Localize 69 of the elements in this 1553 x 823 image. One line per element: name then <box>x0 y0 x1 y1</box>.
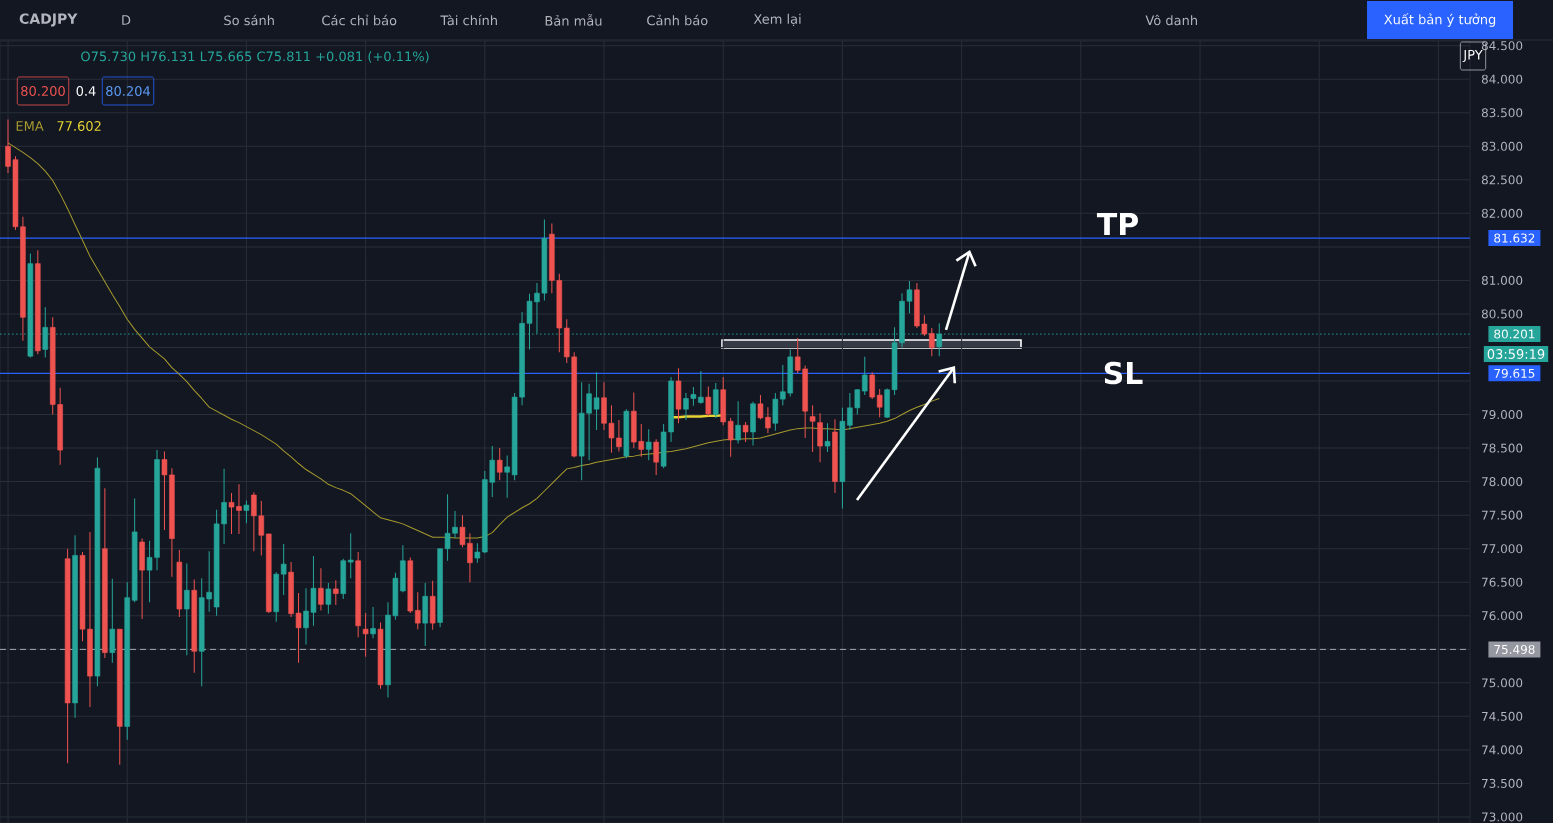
candlestick <box>705 385 712 417</box>
y-tick-label: 78.000 <box>1482 477 1523 487</box>
candlestick <box>496 447 503 481</box>
text: Vô danh <box>1145 14 1197 26</box>
candlestick <box>653 438 659 476</box>
annotation: 80.200 <box>21 86 65 96</box>
candlestick <box>869 371 875 400</box>
candlestick <box>333 579 339 606</box>
candlestick <box>318 567 324 611</box>
candlestick <box>735 400 741 444</box>
candlestick <box>876 388 883 418</box>
y-tick-label: 83.500 <box>1481 108 1523 118</box>
text: Cảnh báo <box>647 14 708 26</box>
candlestick <box>809 404 816 453</box>
y-tick-label: 75.000 <box>1482 678 1523 688</box>
ref-line-label: 80.201 <box>1494 329 1535 339</box>
text: Tài chính <box>440 14 497 26</box>
text: 03:59:19 <box>1487 349 1545 359</box>
y-tick-label: 83.000 <box>1481 141 1523 151</box>
y-tick-label: 73.000 <box>1482 812 1523 822</box>
annotation: 77.602 <box>57 121 101 131</box>
y-tick-label: 76.000 <box>1482 611 1523 621</box>
candlestick <box>742 421 749 443</box>
y-tick-label: 80.500 <box>1481 309 1523 319</box>
y-tick-label: 76.500 <box>1482 577 1523 587</box>
y-tick-label: 81.000 <box>1481 275 1523 285</box>
chart-title: CADJPY <box>19 13 78 27</box>
text: D <box>122 15 131 25</box>
candlestick <box>929 327 935 357</box>
annotation: 80.204 <box>106 86 150 96</box>
ref-line-label: 79.615 <box>1494 368 1535 378</box>
candlestick <box>504 454 510 499</box>
candlestick <box>817 412 823 463</box>
text: TP <box>1096 213 1138 235</box>
annotation: O75.730 H76.131 L75.665 C75.811 +0.081 (+0.11%) <box>81 51 429 63</box>
candlestick <box>325 582 332 615</box>
y-tick-label: 74.500 <box>1482 711 1523 721</box>
ref-line-label: 75.498 <box>1494 644 1535 654</box>
candlestick <box>824 422 831 453</box>
y-tick-label: 79.000 <box>1482 410 1523 420</box>
ref-line-label: 81.632 <box>1494 233 1535 243</box>
candlestick <box>109 578 116 664</box>
text: So sánh <box>224 14 274 26</box>
text: Xuất bản ý tưởng <box>1384 13 1496 27</box>
y-tick-label: 78.500 <box>1482 443 1523 453</box>
candlestick <box>645 428 652 461</box>
y-tick-label: 82.000 <box>1481 208 1523 218</box>
candlestick <box>474 542 481 564</box>
y-tick-label: 77.500 <box>1482 510 1523 520</box>
candlestick <box>280 543 287 596</box>
text: Xem lại <box>753 13 801 27</box>
y-tick-label: 74.000 <box>1482 745 1523 755</box>
candlestick <box>184 562 190 656</box>
candlestick <box>727 417 734 458</box>
candlestick <box>370 606 376 639</box>
text: JPY <box>1462 49 1483 63</box>
candlestick <box>862 356 868 396</box>
y-tick-label: 73.500 <box>1482 778 1523 788</box>
candlestick <box>347 532 354 579</box>
candlestick <box>415 591 421 630</box>
candlestick <box>362 612 369 658</box>
y-tick-label: 77.000 <box>1482 544 1523 554</box>
candlestick <box>243 499 250 524</box>
text: Các chỉ báo <box>322 14 397 26</box>
annotation: 0.4 <box>76 86 96 96</box>
text: Bản mẫu <box>545 14 602 26</box>
series-label: EMA <box>16 121 44 131</box>
y-tick-label: 82.500 <box>1481 175 1523 185</box>
y-tick-label: 84.000 <box>1481 74 1523 84</box>
